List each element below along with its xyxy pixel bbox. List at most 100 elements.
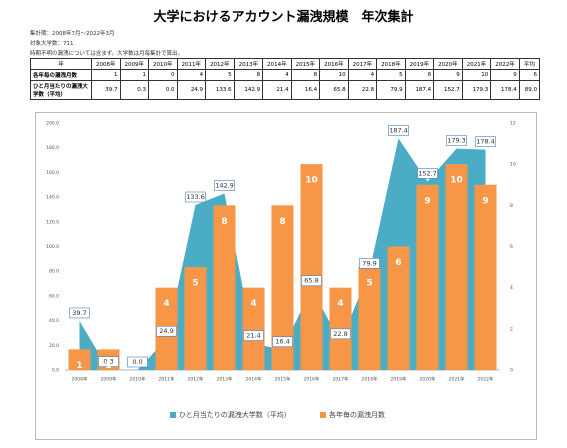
cell: 24.9 — [176, 80, 207, 100]
bar — [271, 205, 294, 370]
cell: 179.3 — [461, 80, 492, 100]
cell: 142.9 — [233, 80, 264, 100]
x-tick-label: 2021年 — [449, 376, 465, 383]
x-tick-label: 2014年 — [246, 376, 262, 383]
cell: 9 — [490, 69, 520, 81]
header-cell: 2013年 — [233, 58, 264, 70]
data-label-box — [330, 328, 351, 340]
data-label-box — [243, 330, 264, 341]
note: 集計期：2008年7月～2022年3月 — [30, 31, 115, 37]
cell: 39.7 — [91, 80, 121, 100]
cell: 16.4 — [290, 80, 321, 100]
y-tick-label: 80.0 — [49, 269, 59, 275]
y2-tick-label: 8 — [510, 203, 513, 209]
x-tick-label: 2020年 — [420, 376, 436, 383]
y2-tick-label: 2 — [510, 326, 513, 332]
header-cell: 2017年 — [347, 58, 378, 70]
data-label: 5 — [192, 279, 198, 289]
data-label: 0.3 — [103, 358, 113, 366]
cell: 5 — [376, 69, 406, 81]
note: 時期不明の漏洩については含まず。大学数は月毎集計で算出。 — [30, 51, 184, 57]
cell: 8 — [290, 69, 321, 81]
data-label: 9 — [424, 196, 430, 206]
header-cell: 2008年 — [91, 58, 121, 70]
data-label-box — [214, 180, 235, 191]
data-label-box — [359, 258, 380, 269]
cell: 5 — [205, 69, 235, 81]
header-cell: 2009年 — [119, 58, 150, 70]
y-tick-label: 60.0 — [49, 293, 59, 299]
data-label: 21.4 — [246, 332, 260, 340]
cell: 4 — [176, 69, 207, 81]
cell: 89.0 — [518, 80, 541, 100]
y2-tick-label: 6 — [510, 244, 513, 250]
y2-tick-label: 0 — [510, 368, 513, 374]
legend-swatch — [170, 412, 176, 418]
data-label: 6 — [395, 258, 401, 268]
data-label: 179.3 — [447, 137, 466, 145]
data-label: 10 — [450, 176, 463, 186]
header-cell: 2010年 — [148, 58, 178, 70]
bar — [184, 267, 207, 370]
data-label: 8 — [221, 217, 227, 227]
table-row: ひと月当たりの漏洩大学数（平均） 39.7 0.3 0.0 24.9 133.6 142.9… — [30, 80, 541, 100]
y2-tick-label: 10 — [510, 162, 516, 168]
bar — [474, 184, 497, 370]
header-cell: 2018年 — [376, 58, 406, 70]
data-label: 10 — [305, 176, 318, 186]
cell: 8 — [233, 69, 264, 81]
y-tick-label: 20.0 — [49, 343, 59, 349]
data-label: 65.8 — [304, 277, 318, 285]
cell: 22.8 — [347, 80, 378, 100]
data-label: 79.9 — [362, 259, 376, 267]
x-tick-label: 2013年 — [217, 376, 233, 383]
summary-table: 年 2008年 2009年 2010年 2011年 2012年 2013年 2014年 2015… — [30, 58, 541, 100]
y-tick-label: 120.0 — [46, 219, 59, 225]
cell: 1 — [91, 69, 121, 81]
bar — [416, 184, 439, 370]
header-cell: 年 — [30, 58, 92, 70]
y-tick-label: 200.0 — [46, 121, 59, 127]
data-label-box — [156, 325, 177, 337]
data-label-box — [417, 168, 438, 179]
x-tick-label: 2011年 — [159, 376, 175, 383]
x-tick-label: 2017年 — [333, 376, 349, 383]
cell: 133.6 — [205, 80, 235, 100]
header-cell: 2012年 — [205, 58, 235, 70]
data-label-box — [475, 136, 496, 147]
data-label: 16.4 — [275, 338, 289, 346]
y-tick-label: 140.0 — [46, 195, 59, 201]
x-tick-label: 2018年 — [362, 376, 378, 383]
header-cell: 2011年 — [176, 58, 207, 70]
header-cell: 2015年 — [290, 58, 321, 70]
data-label: 22.8 — [333, 330, 347, 338]
header-cell: 2016年 — [319, 58, 349, 70]
cell: 4 — [347, 69, 378, 81]
cell: 1 — [119, 69, 150, 81]
data-label: 1 — [76, 361, 82, 371]
data-label: 9 — [482, 196, 488, 206]
cell: 79.9 — [376, 80, 406, 100]
data-label: 152.7 — [418, 169, 437, 177]
legend-label: ひと月当たりの漏洩大学数（平均） — [179, 410, 291, 419]
y-tick-label: 180.0 — [46, 145, 59, 151]
header-cell: 2019年 — [404, 58, 435, 70]
y-tick-label: 160.0 — [46, 170, 59, 176]
data-label-box — [98, 356, 119, 367]
x-tick-label: 2019年 — [391, 376, 407, 383]
bar — [68, 349, 91, 370]
area — [79, 138, 486, 370]
data-label: 187.4 — [389, 127, 408, 135]
y-tick-label: 0.0 — [52, 368, 59, 374]
y2-tick-label: 12 — [510, 121, 516, 127]
data-label-box — [446, 135, 467, 146]
data-label: 24.9 — [159, 327, 173, 335]
data-label: 4 — [163, 299, 169, 309]
cell: 0 — [148, 69, 178, 81]
x-tick-label: 2016年 — [304, 376, 320, 383]
row-label: ひと月当たりの漏洩大学数（平均） — [30, 80, 92, 100]
x-tick-label: 2022年 — [478, 376, 494, 383]
data-label: 4 — [337, 299, 343, 309]
cell: 10 — [319, 69, 349, 81]
y-tick-label: 100.0 — [46, 244, 59, 250]
